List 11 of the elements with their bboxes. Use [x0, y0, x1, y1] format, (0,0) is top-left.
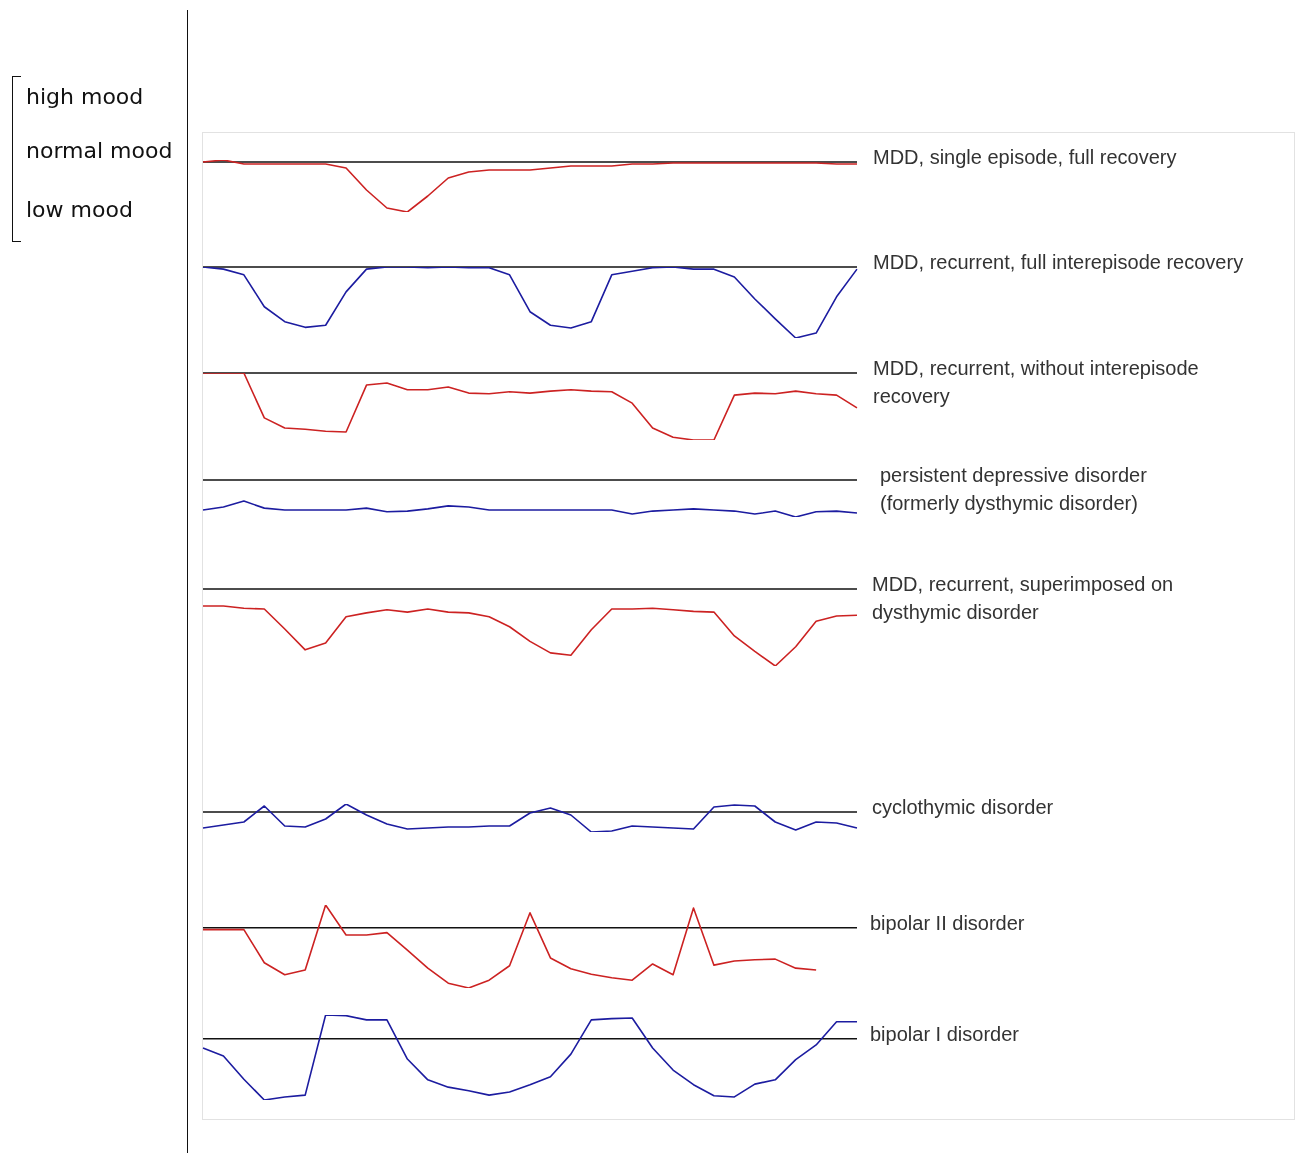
text: bipolar II disorder [870, 911, 1026, 936]
series-label: cyclothymic disorder [872, 795, 1055, 820]
series-label: persistent depressive disorder (formerly dysthymic disorder) [880, 463, 1148, 516]
text: low mood [26, 197, 133, 222]
series-label: MDD, single episode, full recovery [873, 145, 1178, 170]
series-label: bipolar I disorder [870, 1022, 1020, 1047]
text: normal mood [26, 138, 173, 163]
series-label: MDD, recurrent, full interepisode recovery [873, 250, 1245, 275]
series-label: MDD, recurrent, without interepisode recovery [873, 356, 1200, 409]
series-label: MDD, recurrent, superimposed on dysthymic disorder [872, 572, 1175, 625]
text: high mood [26, 84, 144, 109]
